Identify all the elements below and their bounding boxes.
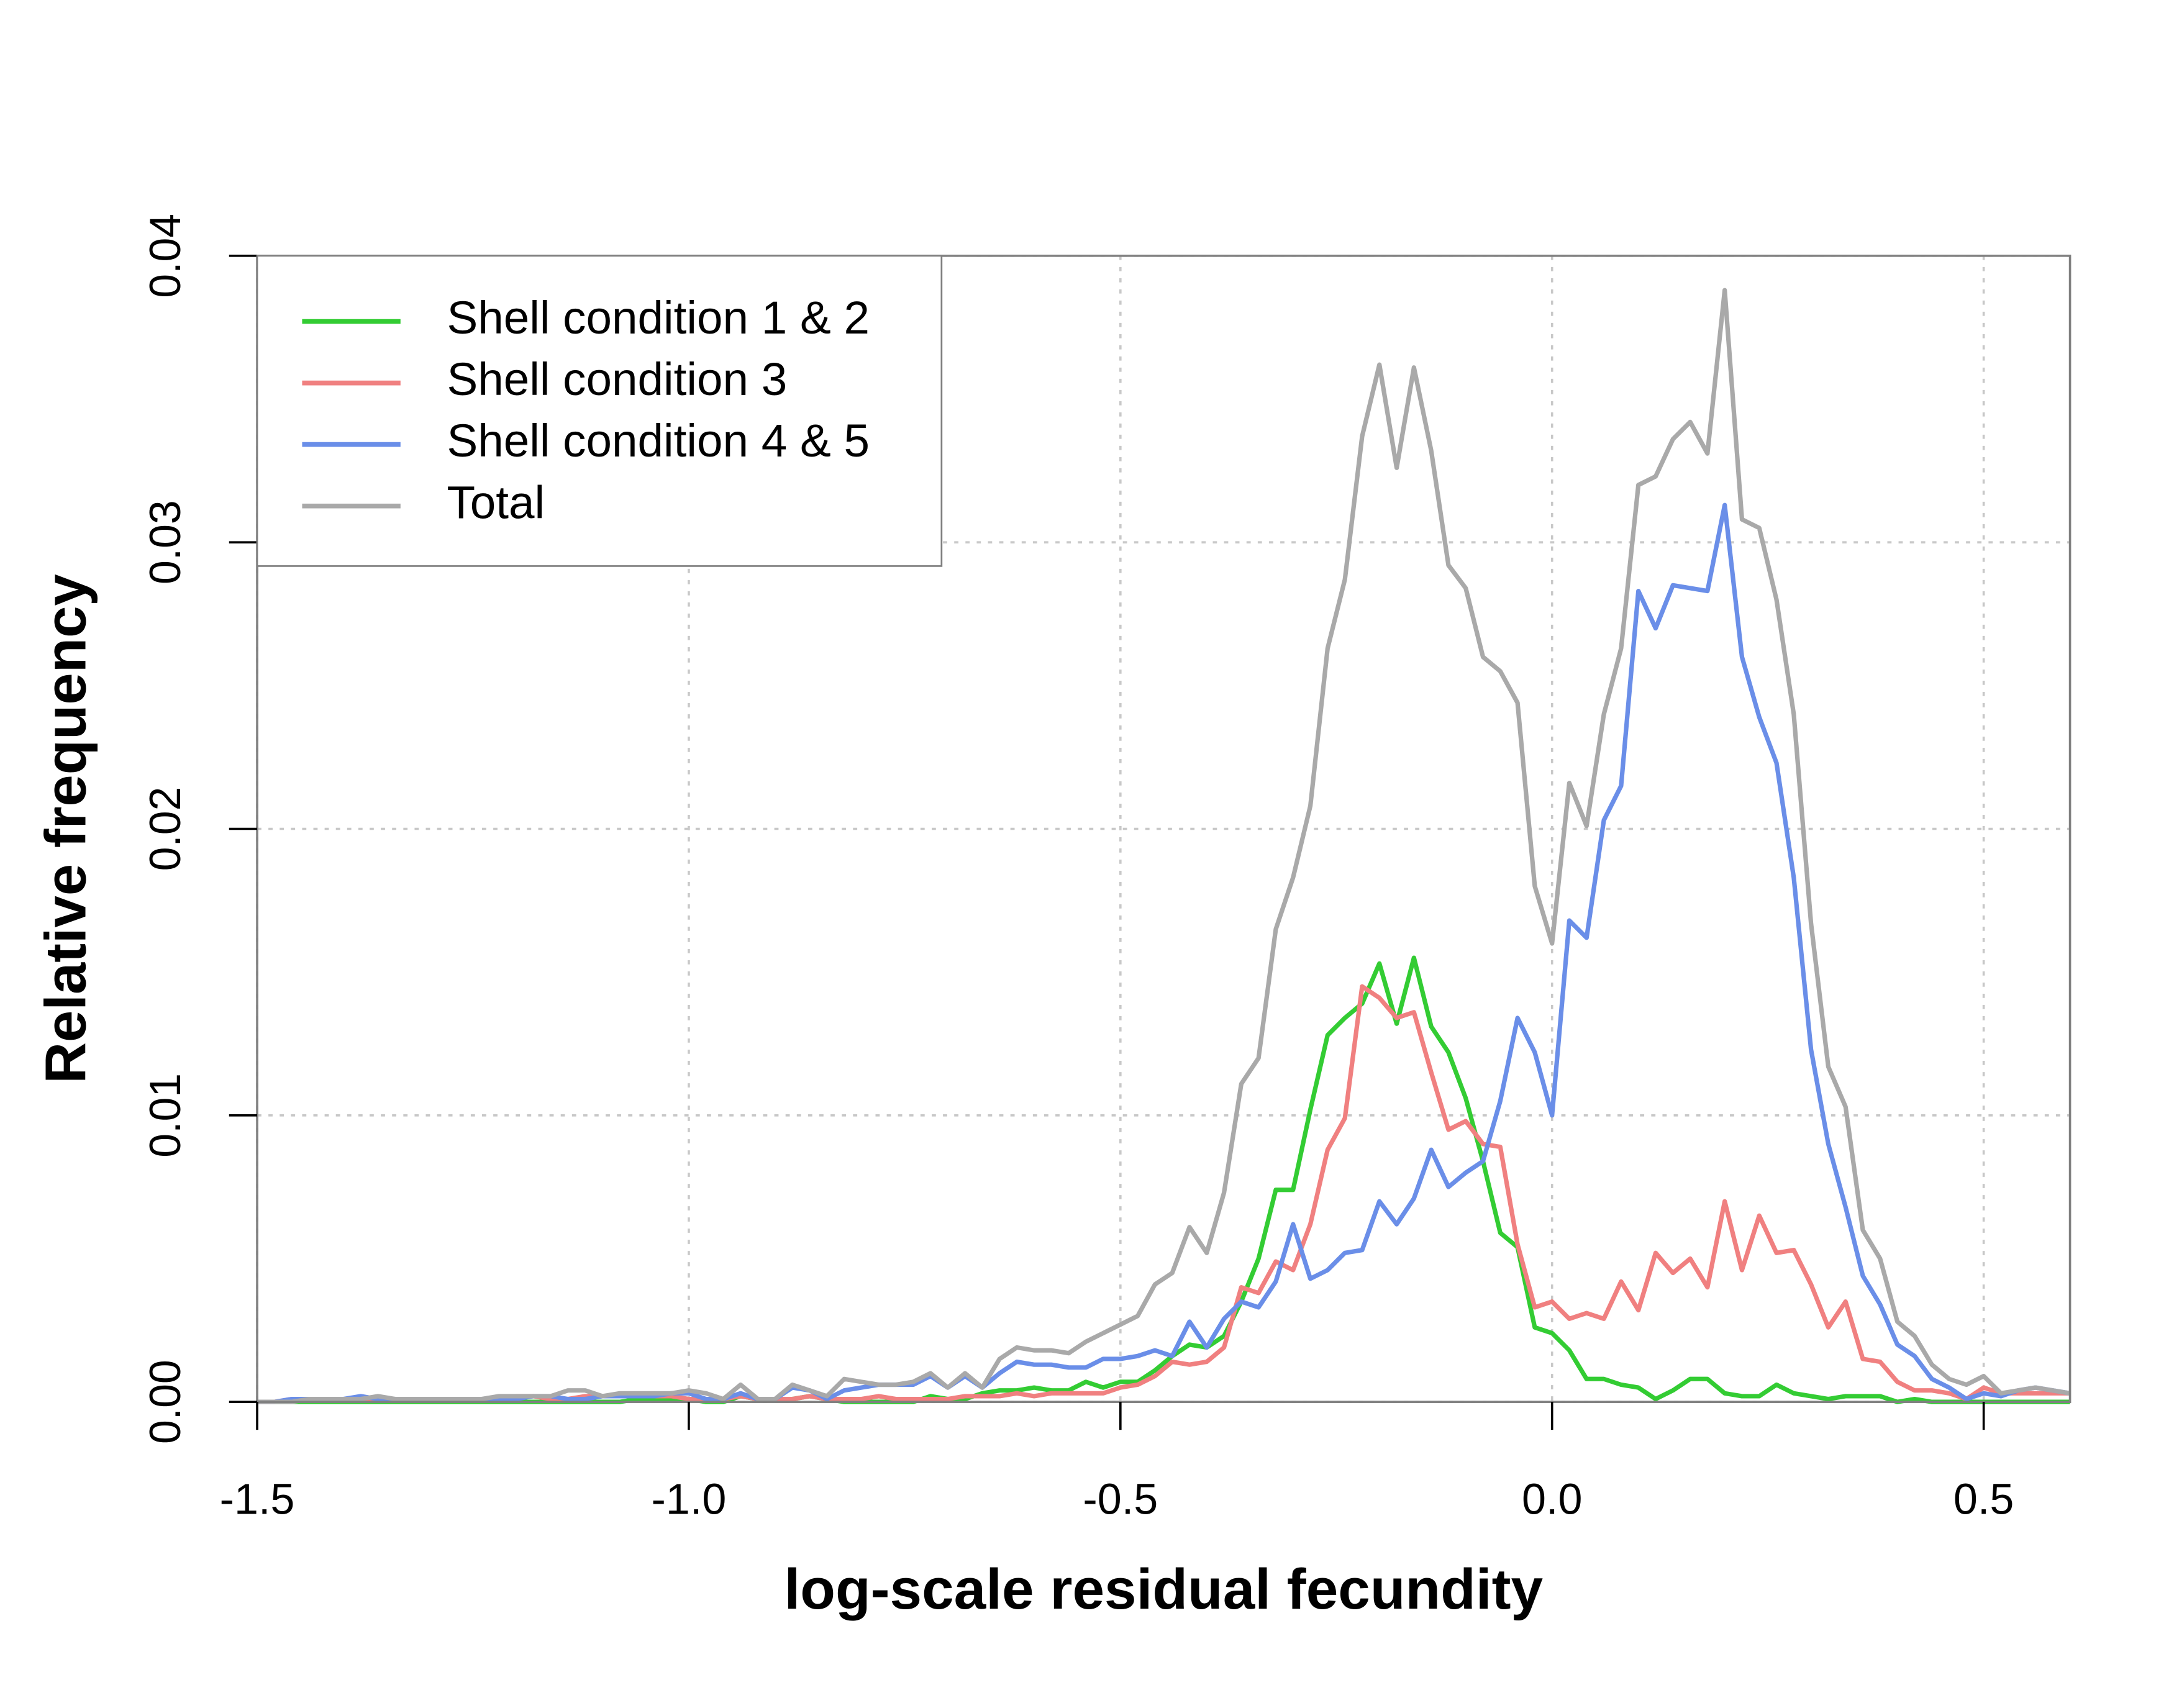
- x-axis-title: log-scale residual fecundity: [785, 1556, 1544, 1621]
- legend-label: Shell condition 1 & 2: [447, 292, 870, 343]
- x-tick-label: -1.0: [652, 1475, 727, 1524]
- series-line: [257, 502, 2071, 1404]
- x-tick-label: 0.0: [1522, 1475, 1582, 1524]
- y-axis-title: Relative frequency: [33, 574, 98, 1083]
- series-line: [257, 288, 2071, 1404]
- legend-label: Shell condition 4 & 5: [447, 415, 870, 466]
- legend-label: Total: [447, 476, 545, 528]
- legend-box: [256, 255, 943, 567]
- y-tick-label: 0.03: [141, 500, 189, 584]
- x-tick-label: -1.5: [220, 1475, 295, 1524]
- x-tick-label: 0.5: [1953, 1475, 2014, 1524]
- y-tick-label: 0.00: [141, 1360, 189, 1444]
- legend: Shell condition 1 & 2 Shell condition 3 Sh…: [256, 255, 943, 567]
- y-tick-label: 0.01: [141, 1073, 189, 1158]
- x-tick-label: -0.5: [1083, 1475, 1158, 1524]
- y-tick-label: 0.04: [141, 214, 189, 298]
- legend-label: Shell condition 3: [447, 353, 787, 405]
- y-tick-label: 0.02: [141, 787, 189, 871]
